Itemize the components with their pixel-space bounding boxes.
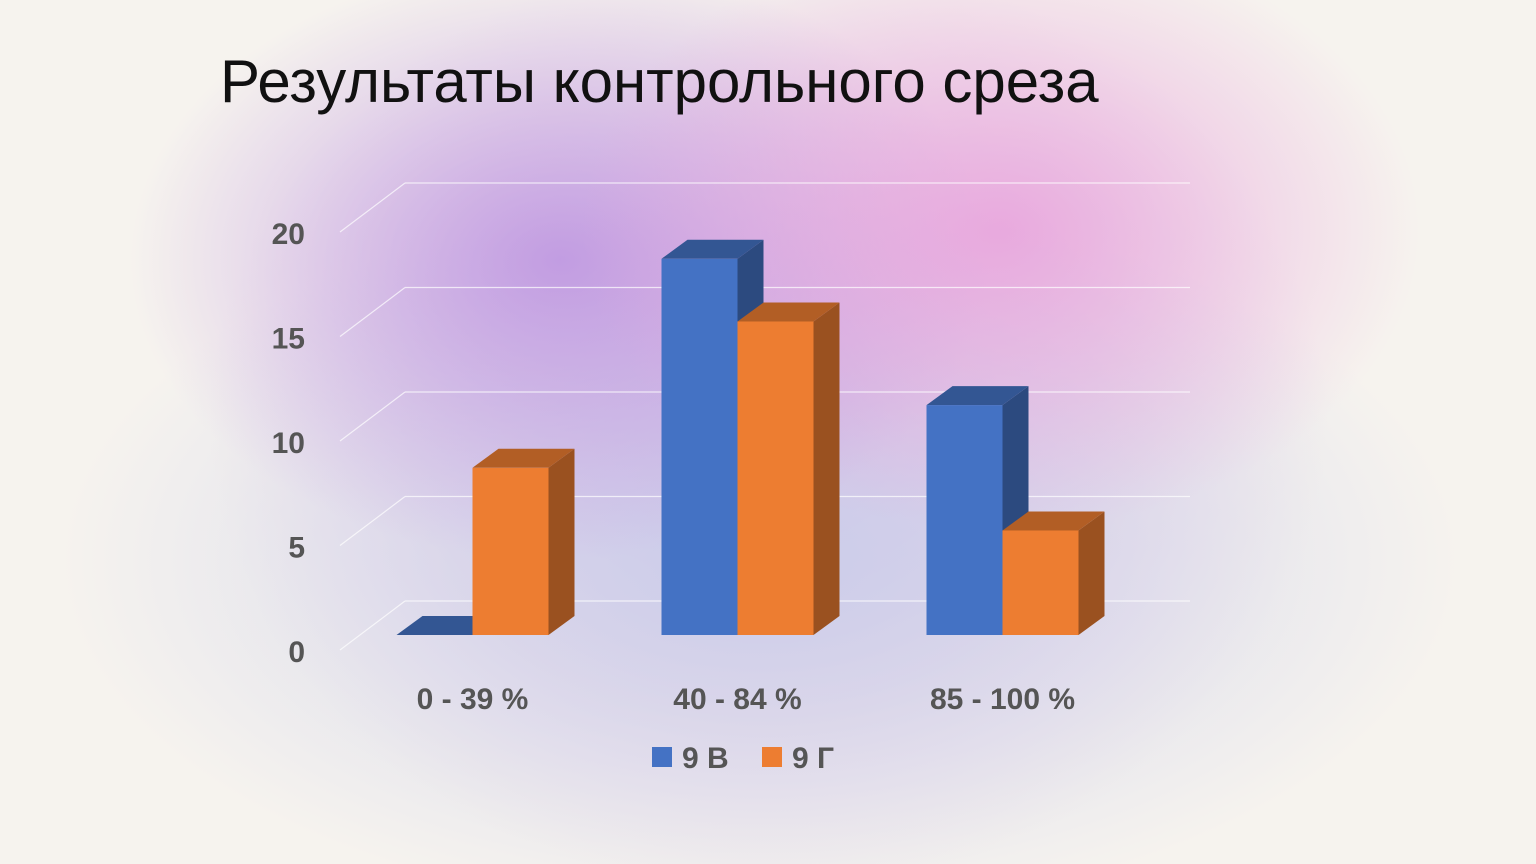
bar-top: [472, 448, 575, 468]
x-tick-label: 40 - 84 %: [673, 683, 801, 716]
bar-side: [813, 302, 840, 635]
y-tick-label: 10: [272, 427, 305, 460]
bar: [926, 405, 1003, 635]
bar: [661, 258, 738, 635]
grid-line: [339, 496, 406, 546]
legend-label: 9 В: [682, 742, 729, 775]
legend-swatch: [652, 747, 672, 767]
legend-swatch: [762, 747, 782, 767]
bar-top: [1002, 511, 1105, 531]
y-tick-label: 5: [288, 532, 305, 565]
legend-label: 9 Г: [792, 742, 834, 775]
y-tick-label: 20: [272, 218, 305, 251]
bar-top: [737, 302, 840, 322]
y-tick-label: 15: [272, 323, 305, 356]
bar-side: [548, 448, 575, 635]
grid-line: [339, 600, 406, 651]
bar-top: [661, 239, 764, 259]
x-tick-label: 85 - 100 %: [930, 683, 1075, 716]
bar: [1002, 530, 1079, 635]
bar: [737, 321, 814, 635]
bar-side: [1078, 511, 1105, 635]
grid-line: [339, 287, 406, 337]
bar-top: [926, 386, 1029, 406]
x-tick-label: 0 - 39 %: [417, 683, 529, 716]
grid-line: [339, 391, 406, 442]
grid-line: [339, 182, 406, 233]
bar: [472, 467, 549, 635]
y-tick-label: 0: [288, 636, 305, 669]
chart-title: Результаты контрольного среза: [220, 48, 1099, 115]
